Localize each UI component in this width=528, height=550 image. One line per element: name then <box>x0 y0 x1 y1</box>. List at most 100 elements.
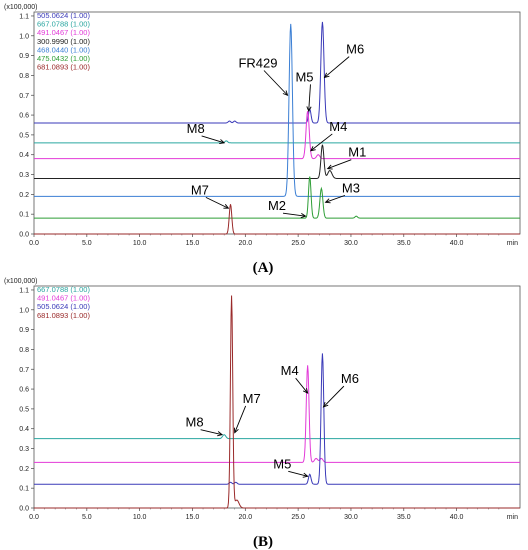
x-tick-label: 25.0 <box>291 240 305 247</box>
legend-entry-4: 468.0440 (1.00) <box>37 45 90 54</box>
y-tick-label: 0.5 <box>19 406 29 413</box>
y-multiplier-label: (x100,000) <box>4 4 37 11</box>
x-axis-label: min <box>507 514 518 521</box>
y-tick-label: 0.6 <box>19 113 29 120</box>
peak-arrow-line <box>201 135 225 144</box>
peak-arrow-line <box>200 429 223 436</box>
series-trace-3 <box>34 144 520 179</box>
legend-entry-5: 475.0432 (1.00) <box>37 54 90 63</box>
series-trace-3 <box>34 295 520 509</box>
x-tick-label: 20.0 <box>238 514 252 521</box>
y-tick-label: 0.7 <box>19 93 29 100</box>
y-tick-label: 1.0 <box>19 33 29 40</box>
peak-label-m7: M7 <box>191 182 209 197</box>
peak-label-fr429: FR429 <box>238 56 277 71</box>
peak-label-m2: M2 <box>268 198 286 213</box>
series-trace-0 <box>34 21 520 124</box>
peak-arrow-head <box>322 402 329 408</box>
peak-arrow-head <box>217 431 224 437</box>
y-tick-label: 1.0 <box>19 307 29 314</box>
peak-arrow-head <box>300 213 307 219</box>
panel-b: 0.0 0.1 0.2 0.3 0.4 0.5 0.6 0.7 0.8 0.9 1.0 1.1 0.0 5… <box>4 278 521 550</box>
peak-arrow-head <box>306 106 312 113</box>
x-tick-label: 25.0 <box>291 514 305 521</box>
x-tick-label: 20.0 <box>238 240 252 247</box>
x-tick-label: 35.0 <box>397 240 411 247</box>
peak-arrow-line <box>288 470 308 477</box>
legend-entry-2: 491.0467 (1.00) <box>37 28 90 37</box>
peak-arrow-line <box>325 194 346 203</box>
peak-arrow-head <box>282 90 289 96</box>
x-tick-label: 5.0 <box>82 514 92 521</box>
peak-arrow-head <box>223 204 230 209</box>
legend-entry-0: 505.0624 (1.00) <box>37 11 90 20</box>
x-tick-label: 0.0 <box>29 514 39 521</box>
y-tick-label: 0.8 <box>19 73 29 80</box>
y-tick-label: 0.3 <box>19 172 29 179</box>
series-trace-6 <box>34 204 520 235</box>
peak-arrow-head <box>324 198 331 204</box>
legend-entry-0: 667.0788 (1.00) <box>37 285 90 294</box>
peak-label-m8: M8 <box>187 121 205 136</box>
y-tick-label: 0.6 <box>19 387 29 394</box>
peak-arrow-head <box>326 164 333 170</box>
peak-arrow-line <box>324 56 350 78</box>
peak-arrow-head <box>302 388 309 394</box>
panel-a: 0.0 0.1 0.2 0.3 0.4 0.5 0.6 0.7 0.8 0.9 1.0 1.1 0.0 5… <box>4 4 521 276</box>
peak-label-m1: M1 <box>348 145 366 160</box>
panel-label: (B) <box>253 534 273 550</box>
plot-frame <box>33 285 521 509</box>
x-tick-label: 15.0 <box>186 240 200 247</box>
peak-arrow-line <box>327 159 352 170</box>
y-tick-label: 1.1 <box>19 13 29 20</box>
peak-arrow-head <box>302 472 309 478</box>
y-tick-label: 0.1 <box>19 212 29 219</box>
x-tick-label: 10.0 <box>133 240 147 247</box>
x-axis-label: min <box>507 240 518 247</box>
peak-arrow-line <box>282 212 306 217</box>
series-trace-2 <box>34 111 520 160</box>
peak-label-m3: M3 <box>342 180 360 195</box>
peak-arrow-line <box>205 196 229 209</box>
y-tick-label: 0.4 <box>19 152 29 159</box>
legend-entry-2: 505.0624 (1.00) <box>37 302 90 311</box>
peak-arrow-line <box>310 133 333 152</box>
peak-arrow-line <box>263 70 288 96</box>
x-tick-label: 10.0 <box>133 514 147 521</box>
y-tick-label: 0.5 <box>19 132 29 139</box>
series-trace-0 <box>34 434 520 440</box>
x-tick-label: 15.0 <box>186 514 200 521</box>
peak-arrow-head <box>233 427 239 434</box>
y-tick-label: 1.1 <box>19 287 29 294</box>
x-tick-label: 0.0 <box>29 240 39 247</box>
y-tick-label: 0.7 <box>19 367 29 374</box>
peak-label-m5: M5 <box>273 456 291 471</box>
peak-arrow-line <box>295 377 308 394</box>
series-trace-4 <box>34 23 520 197</box>
legend-entry-1: 667.0788 (1.00) <box>37 20 90 29</box>
peak-arrow-head <box>219 139 226 145</box>
x-tick-label: 30.0 <box>344 514 358 521</box>
y-tick-label: 0.9 <box>19 327 29 334</box>
series-trace-1 <box>34 365 520 463</box>
peak-label-m6: M6 <box>341 371 359 386</box>
peak-label-m4: M4 <box>281 363 299 378</box>
peak-label-m4: M4 <box>329 119 347 134</box>
x-tick-label: 30.0 <box>344 240 358 247</box>
peak-arrow-line <box>234 405 247 433</box>
legend-entry-1: 491.0467 (1.00) <box>37 294 90 303</box>
y-tick-label: 0.2 <box>19 466 29 473</box>
y-tick-label: 0.0 <box>19 506 29 513</box>
y-tick-label: 0.2 <box>19 192 29 199</box>
peak-arrow-head <box>309 146 316 152</box>
y-tick-label: 0.1 <box>19 486 29 493</box>
series-trace-1 <box>34 140 520 144</box>
y-tick-label: 0.9 <box>19 53 29 60</box>
peak-arrow-head <box>323 72 330 79</box>
y-tick-label: 0.4 <box>19 426 29 433</box>
series-trace-5 <box>34 176 520 219</box>
y-tick-label: 0.0 <box>19 232 29 239</box>
legend-entry-6: 681.0893 (1.00) <box>37 63 90 72</box>
y-multiplier-label: (x100,000) <box>4 278 37 285</box>
